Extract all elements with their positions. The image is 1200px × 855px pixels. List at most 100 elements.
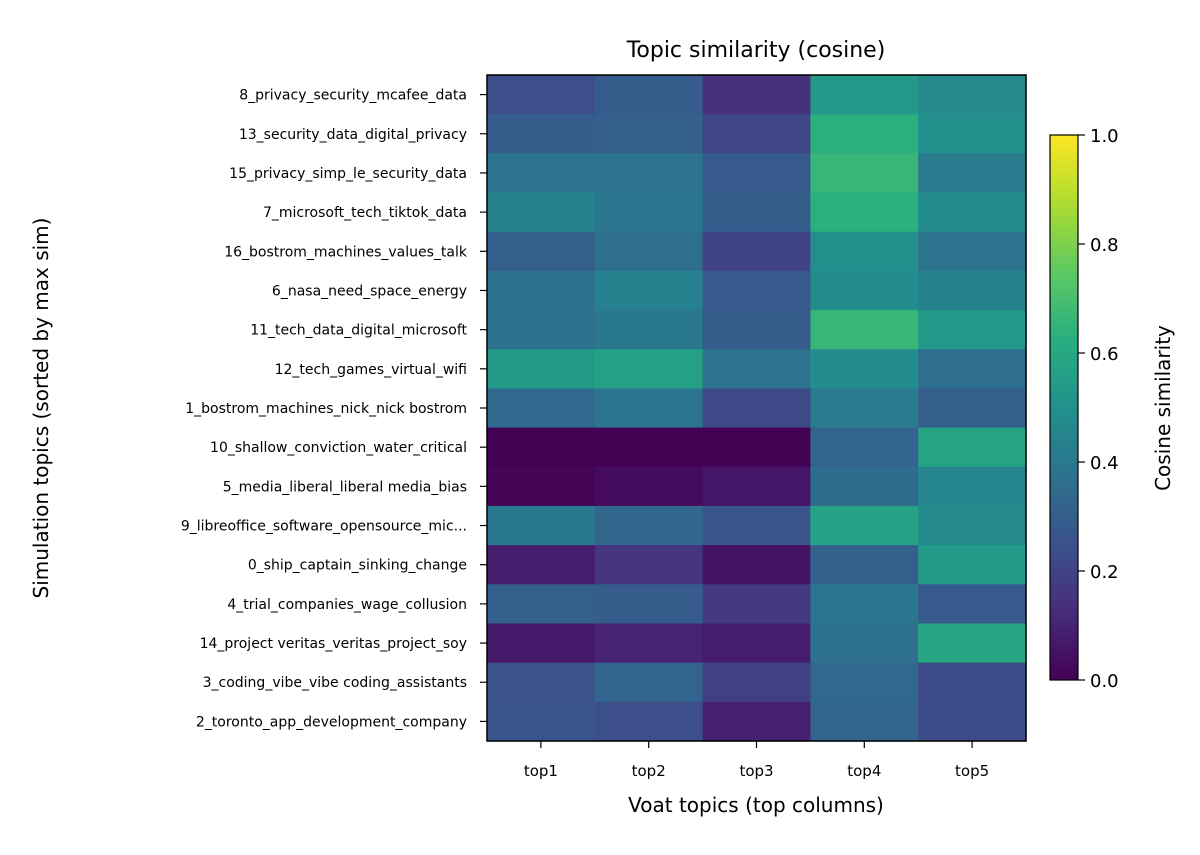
heatmap-cell <box>487 75 596 115</box>
heatmap-cell <box>487 153 596 194</box>
heatmap-cell <box>487 662 596 703</box>
heatmap-cell <box>810 662 919 703</box>
heatmap-cell <box>918 388 1027 429</box>
y-tick-label: 3_coding_vibe_vibe coding_assistants <box>203 675 467 691</box>
heatmap-cell <box>487 388 596 429</box>
heatmap-cell <box>810 623 919 664</box>
y-tick-label: 0_ship_captain_sinking_change <box>248 558 467 574</box>
heatmap-cell <box>810 192 919 233</box>
heatmap-cell <box>918 75 1027 115</box>
heatmap-cell <box>702 153 811 194</box>
y-tick-label: 12_tech_games_virtual_wifi <box>275 362 467 378</box>
heatmap-cell <box>487 231 596 272</box>
heatmap-cell <box>810 310 919 350</box>
heatmap-cell <box>918 584 1027 625</box>
heatmap-cell <box>487 192 596 233</box>
heatmap-cell <box>487 427 596 468</box>
heatmap-cell <box>702 270 811 311</box>
y-tick-label: 5_media_liberal_liberal media_bias <box>223 479 467 495</box>
y-tick-label: 16_bostrom_machines_values_talk <box>224 244 468 260</box>
heatmap-cell <box>487 466 596 507</box>
heatmap-cell <box>487 349 596 390</box>
heatmap-cell <box>594 427 704 468</box>
heatmap-cell <box>487 270 596 311</box>
heatmap-cell <box>487 310 596 350</box>
heatmap-cell <box>487 545 596 585</box>
heatmap-cell <box>594 270 704 311</box>
heatmap-cell <box>918 310 1027 350</box>
heatmap-cell <box>810 388 919 429</box>
colorbar-ticks: 0.0 0.2 0.4 0.6 0.8 1.0 <box>1078 126 1119 692</box>
heatmap-cell <box>702 466 811 507</box>
row-labels: 8_privacy_security_mcafee_data 13_securit… <box>181 88 487 730</box>
heatmap-cell <box>702 505 811 546</box>
heatmap-cell <box>918 623 1027 664</box>
heatmap-cells <box>487 75 1027 742</box>
heatmap-cell <box>594 662 704 703</box>
x-tick-label: top2 <box>632 762 666 780</box>
colorbar-tick-label: 1.0 <box>1090 126 1119 147</box>
heatmap-cell <box>918 427 1027 468</box>
heatmap-cell <box>594 349 704 390</box>
heatmap-cell <box>918 153 1027 194</box>
heatmap-cell <box>702 427 811 468</box>
x-tick-label: top5 <box>955 762 989 780</box>
heatmap-cell <box>702 310 811 350</box>
heatmap-cell <box>918 545 1027 585</box>
heatmap-cell <box>702 623 811 664</box>
x-axis-label: Voat topics (top columns) <box>628 793 884 817</box>
heatmap-cell <box>594 114 704 154</box>
y-tick-label: 1_bostrom_machines_nick_nick bostrom <box>185 401 467 417</box>
heatmap-cell <box>918 662 1027 703</box>
heatmap-cell <box>594 153 704 194</box>
heatmap-cell <box>594 192 704 233</box>
heatmap-cell <box>918 114 1027 154</box>
heatmap-cell <box>702 662 811 703</box>
heatmap-cell <box>594 623 704 664</box>
heatmap-cell <box>702 231 811 272</box>
heatmap-cell <box>810 153 919 194</box>
heatmap-cell <box>810 584 919 625</box>
heatmap-cell <box>594 545 704 585</box>
heatmap-cell <box>810 75 919 115</box>
y-axis-label: Simulation topics (sorted by max sim) <box>29 218 53 599</box>
heatmap-cell <box>594 584 704 625</box>
heatmap-cell <box>810 505 919 546</box>
y-tick-label: 4_trial_companies_wage_collusion <box>227 597 467 613</box>
y-tick-label: 2_toronto_app_development_company <box>196 714 467 730</box>
colorbar-tick-label: 0.8 <box>1090 235 1119 256</box>
y-tick-label: 7_microsoft_tech_tiktok_data <box>263 205 467 221</box>
heatmap-cell <box>594 388 704 429</box>
heatmap-cell <box>918 505 1027 546</box>
column-labels: top1 top2 top3 top4 top5 <box>524 741 989 780</box>
colorbar-tick-label: 0.4 <box>1090 453 1119 474</box>
colorbar-tick-label: 0.2 <box>1090 562 1119 583</box>
heatmap-cell <box>918 231 1027 272</box>
y-tick-label: 11_tech_data_digital_microsoft <box>250 323 467 339</box>
heatmap-cell <box>487 114 596 154</box>
heatmap-cell <box>594 701 704 742</box>
heatmap-cell <box>810 231 919 272</box>
y-tick-label: 9_libreoffice_software_opensource_mic... <box>181 519 467 535</box>
heatmap-cell <box>487 701 596 742</box>
heatmap-cell <box>810 270 919 311</box>
heatmap-cell <box>702 349 811 390</box>
colorbar-label: Cosine similarity <box>1151 325 1175 491</box>
heatmap-cell <box>594 231 704 272</box>
heatmap-cell <box>918 701 1027 742</box>
heatmap-cell <box>487 623 596 664</box>
heatmap-cell <box>594 466 704 507</box>
x-tick-label: top3 <box>739 762 773 780</box>
heatmap-cell <box>918 270 1027 311</box>
heatmap-cell <box>918 466 1027 507</box>
heatmap-cell <box>810 701 919 742</box>
colorbar-tick-label: 0.0 <box>1090 671 1119 692</box>
heatmap-cell <box>702 75 811 115</box>
heatmap-cell <box>702 545 811 585</box>
y-tick-label: 15_privacy_simp_le_security_data <box>229 166 467 182</box>
heatmap-cell <box>918 349 1027 390</box>
heatmap-cell <box>702 584 811 625</box>
y-tick-label: 10_shallow_conviction_water_critical <box>210 440 467 456</box>
